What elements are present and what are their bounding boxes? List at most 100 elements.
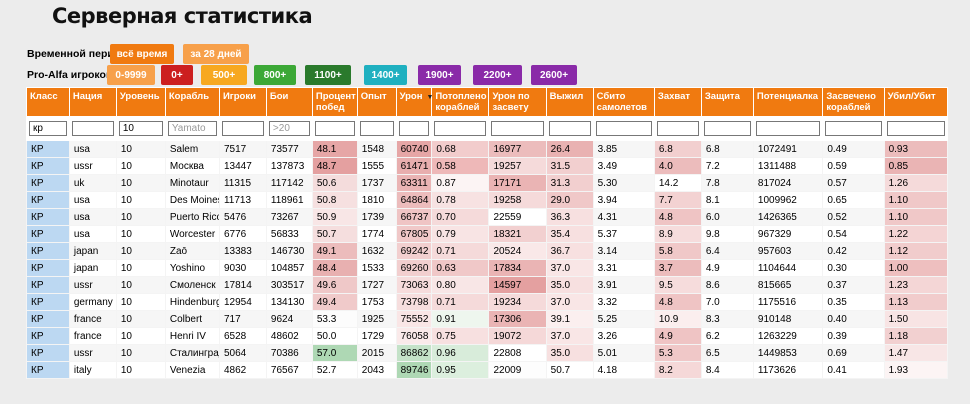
cell-planes: 5.37 (592, 225, 655, 243)
proalfa-2600-button[interactable]: 2600+ (531, 65, 577, 85)
filter-input-tier[interactable]: 10 (118, 121, 163, 136)
column-header-players[interactable]: Игроки (218, 87, 267, 117)
table-row[interactable]: КР usa 10 Salem 7517 73577 48.1 1548 60740 0.68 16… (26, 140, 949, 158)
table-row[interactable]: КР ussr 10 Москва 13447 137873 48.7 1555 61471 0.… (26, 157, 949, 175)
column-header-winrate[interactable]: Процент побед (311, 87, 358, 117)
cell-frags: 0.91 (431, 310, 490, 328)
table-row[interactable]: КР usa 10 Des Moines 11713 118961 50.8 1810 6486… (26, 191, 949, 209)
cell-class: КР (26, 157, 70, 175)
column-header-label: Урон по засвету (492, 91, 530, 113)
column-header-label: Выжил (549, 91, 584, 102)
period-вс-время-button[interactable]: всё время (110, 44, 174, 64)
cell-potential: 815665 (752, 276, 824, 294)
page-title: Серверная статистика (52, 4, 313, 28)
cell-battles: 134130 (265, 293, 313, 311)
filter-input-kd[interactable] (886, 121, 945, 136)
cell-damage: 69260 (395, 259, 433, 277)
table-row[interactable]: КР italy 10 Venezia 4862 76567 52.7 2043 89746 0.… (26, 361, 949, 379)
table-row[interactable]: КР ussr 10 Сталинград 5064 70386 57.0 2015 86862… (26, 344, 949, 362)
cell-exp: 2043 (356, 361, 397, 379)
filter-input-winrate[interactable] (314, 121, 355, 136)
column-header-spotted[interactable]: Засвечено кораблей (822, 87, 885, 117)
cell-winrate: 52.7 (311, 361, 358, 379)
proalfa-2200-button[interactable]: 2200+ (473, 65, 522, 85)
cell-frags: 0.71 (431, 293, 490, 311)
cell-exp: 2015 (356, 344, 397, 362)
filter-input-planes[interactable] (595, 121, 652, 136)
table-row[interactable]: КР uk 10 Minotaur 11315 117142 50.6 1737 63311 0.… (26, 174, 949, 192)
cell-spotted: 0.35 (822, 293, 885, 311)
column-header-potential[interactable]: Потенциалка (752, 87, 824, 117)
filter-input-survived[interactable] (548, 121, 591, 136)
table-row[interactable]: КР usa 10 Worcester 6776 56833 50.7 1774 67805 0.… (26, 225, 949, 243)
cell-winrate: 50.7 (311, 225, 358, 243)
cell-tier: 10 (115, 157, 166, 175)
cell-winrate: 48.7 (311, 157, 358, 175)
proalfa-0-button[interactable]: 0+ (161, 65, 193, 85)
column-header-battles[interactable]: Бои (265, 87, 313, 117)
table-filter-row: кр 10 Yamato >20 (26, 116, 949, 141)
filter-input-capture[interactable] (656, 121, 699, 136)
cell-spot-damage: 18321 (488, 225, 547, 243)
cell-players: 7517 (218, 140, 267, 158)
proalfa-1100-button[interactable]: 1100+ (305, 65, 351, 85)
filter-input-spot-damage[interactable] (491, 121, 544, 136)
filter-input-ship[interactable]: Yamato (167, 121, 217, 136)
table-row[interactable]: КР ussr 10 Смоленск 17814 303517 49.6 1727 73063… (26, 276, 949, 294)
cell-defense: 8.3 (700, 310, 754, 328)
column-header-planes[interactable]: Сбито самолетов (592, 87, 655, 117)
column-header-defense[interactable]: Защита (700, 87, 754, 117)
filter-input-exp[interactable] (359, 121, 394, 136)
cell-tier: 10 (115, 310, 166, 328)
column-header-survived[interactable]: Выжил (545, 87, 594, 117)
cell-potential: 1104644 (752, 259, 824, 277)
table-row[interactable]: КР france 10 Henri IV 6528 48602 50.0 1729 76058… (26, 327, 949, 345)
column-header-nation[interactable]: Нация (68, 87, 117, 117)
cell-spotted: 0.54 (822, 225, 885, 243)
proalfa-1400-button[interactable]: 1400+ (364, 65, 407, 85)
table-row[interactable]: КР japan 10 Yoshino 9030 104857 48.4 1533 69260 0… (26, 259, 949, 277)
cell-defense: 6.4 (700, 242, 754, 260)
column-header-kd[interactable]: Убил/Убит (883, 87, 949, 117)
filter-input-potential[interactable] (755, 121, 821, 136)
column-header-tier[interactable]: Уровень (115, 87, 166, 117)
column-header-label: Нация (72, 91, 103, 102)
filter-input-nation[interactable] (71, 121, 114, 136)
table-row[interactable]: КР france 10 Colbert 717 9624 53.3 1925 75552 0.9… (26, 310, 949, 328)
column-header-label: Потенциалка (756, 91, 819, 102)
filter-input-battles[interactable]: >20 (268, 121, 310, 136)
table-row[interactable]: КР usa 10 Puerto Rico 5476 73267 50.9 1739 66737… (26, 208, 949, 226)
column-header-ship[interactable]: Корабль (164, 87, 220, 117)
table-row[interactable]: КР germany 10 Hindenburg 12954 134130 49.4 1753… (26, 293, 949, 311)
cell-tier: 10 (115, 242, 166, 260)
proalfa-800-button[interactable]: 800+ (254, 65, 296, 85)
cell-class: КР (26, 293, 70, 311)
column-header-spot-damage[interactable]: Урон по засвету (488, 87, 547, 117)
cell-potential: 1173626 (752, 361, 824, 379)
filter-input-frags[interactable] (434, 121, 487, 136)
cell-defense: 7.2 (700, 157, 754, 175)
filter-input-class[interactable]: кр (29, 121, 67, 136)
proalfa-500-button[interactable]: 500+ (201, 65, 247, 85)
cell-frags: 0.70 (431, 208, 490, 226)
cell-nation: japan (68, 242, 117, 260)
cell-spotted: 0.39 (822, 327, 885, 345)
filter-input-defense[interactable] (703, 121, 751, 136)
proalfa-0-9999-button[interactable]: 0-9999 (107, 65, 155, 85)
cell-survived: 35.0 (545, 344, 594, 362)
filter-input-spotted[interactable] (825, 121, 882, 136)
period-за-28-дней-button[interactable]: за 28 дней (183, 44, 249, 64)
cell-planes: 4.31 (592, 208, 655, 226)
cell-battles: 117142 (265, 174, 313, 192)
column-header-damage[interactable]: Урон ▼ (395, 87, 433, 117)
column-header-capture[interactable]: Захват (653, 87, 702, 117)
cell-nation: usa (68, 225, 117, 243)
cell-battles: 56833 (265, 225, 313, 243)
filter-input-players[interactable] (221, 121, 264, 136)
column-header-class[interactable]: Класс (26, 87, 70, 117)
column-header-exp[interactable]: Опыт (356, 87, 397, 117)
column-header-frags[interactable]: Потоплено кораблей (431, 87, 490, 117)
table-row[interactable]: КР japan 10 Zaō 13383 146730 49.1 1632 69242 0.71… (26, 242, 949, 260)
proalfa-1900-button[interactable]: 1900+ (418, 65, 461, 85)
filter-input-damage[interactable] (398, 121, 430, 136)
